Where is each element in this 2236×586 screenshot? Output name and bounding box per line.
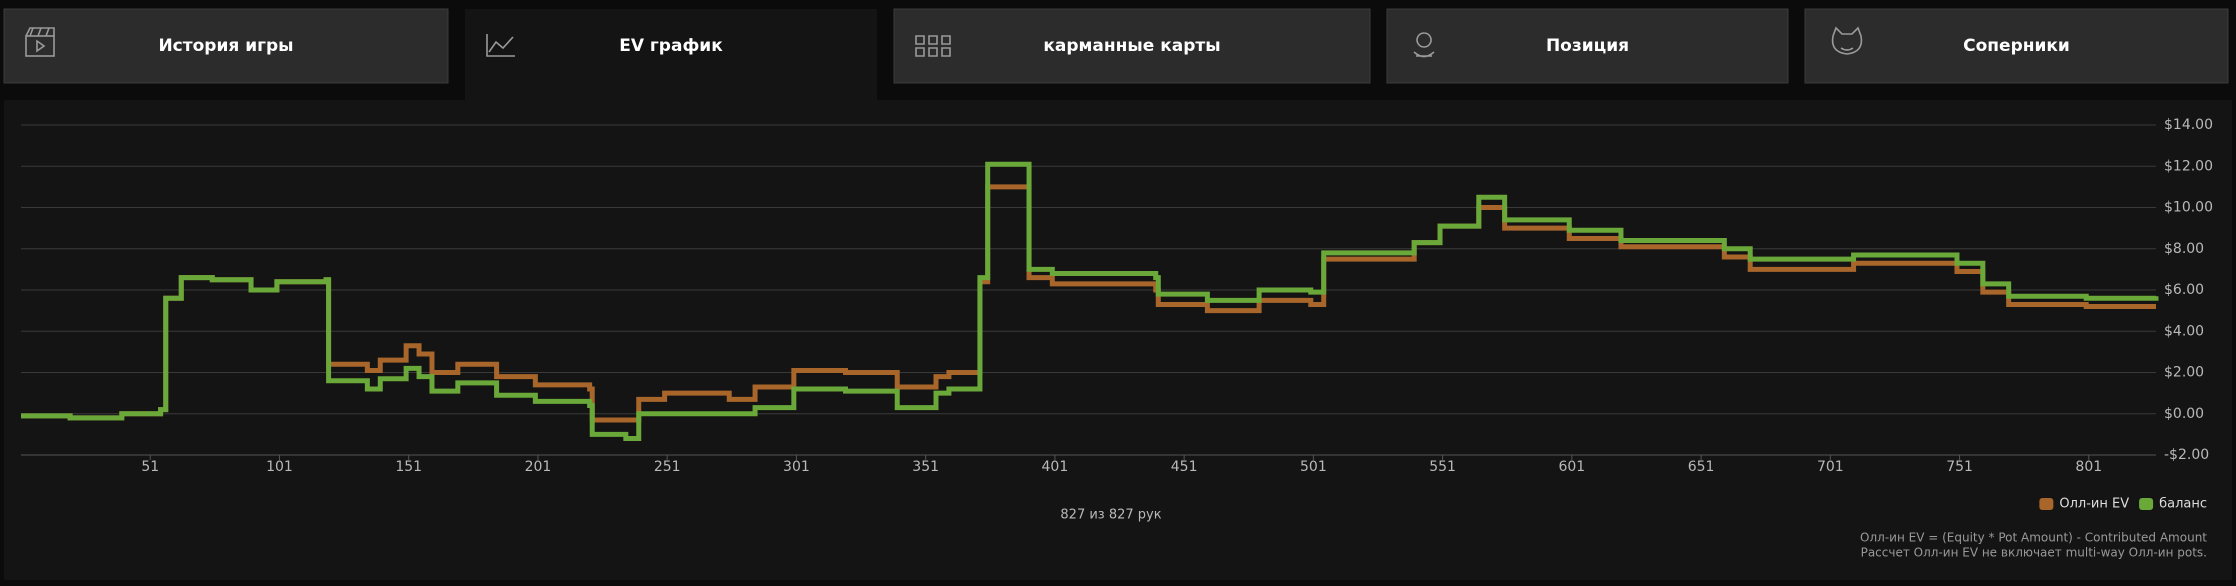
tab[interactable] <box>465 9 877 100</box>
hand-counter: 827 из 827 рук <box>1060 508 1161 523</box>
y-tick-label: $6.00 <box>2164 282 2204 298</box>
y-tick-label: $10.00 <box>2164 200 2213 216</box>
note: Олл-ин EV = (Equity * Pot Amount) - Cont… <box>1860 531 2207 545</box>
x-tick-label: 251 <box>654 459 681 475</box>
tab-label[interactable]: История игры <box>158 36 293 56</box>
y-tick-label: $14.00 <box>2164 117 2213 133</box>
icon-cards <box>915 35 951 57</box>
x-tick-label: 651 <box>1688 459 1715 475</box>
tab-label[interactable]: Соперники <box>1963 36 2070 56</box>
tab[interactable] <box>1386 8 1789 84</box>
x-tick-label: 301 <box>783 459 810 475</box>
x-tick-label: 701 <box>1817 459 1844 475</box>
x-tick-label: 201 <box>525 459 552 475</box>
tab[interactable] <box>893 8 1371 84</box>
note: Рассчет Олл-ин EV не включает multi-way … <box>1861 546 2207 560</box>
icon-position <box>1413 32 1435 58</box>
tab-icons <box>25 26 1863 58</box>
y-tick-label: $4.00 <box>2164 323 2204 339</box>
tab[interactable] <box>1804 8 2229 84</box>
y-tick-label: -$2.00 <box>2164 447 2209 463</box>
x-tick-label: 451 <box>1171 459 1198 475</box>
legend-label[interactable]: Олл-ин EV <box>2059 497 2129 512</box>
icon-chart <box>486 34 515 57</box>
x-tick-label: 501 <box>1300 459 1327 475</box>
y-tick-label: $0.00 <box>2164 406 2204 422</box>
chart: -$2.00 $0.00 $2.00 $4.00 $6.00 $8.00 $10.00 $12… <box>21 117 2213 560</box>
tab-label[interactable]: карманные карты <box>1043 36 1220 56</box>
x-tick-label: 351 <box>912 459 939 475</box>
y-tick-label: $2.00 <box>2164 365 2204 381</box>
x-tick-label: 151 <box>395 459 422 475</box>
x-tick-label: 601 <box>1558 459 1585 475</box>
chart-panel <box>4 100 2232 580</box>
x-tick-label: 401 <box>1042 459 1069 475</box>
icon-video <box>25 35 55 57</box>
x-tick-label: 751 <box>1946 459 1973 475</box>
legend-swatch[interactable] <box>2139 498 2154 510</box>
legend-swatch[interactable] <box>2039 498 2054 510</box>
series-line <box>21 161 2159 441</box>
y-tick-label: $12.00 <box>2164 158 2213 174</box>
x-tick-label: 551 <box>1429 459 1456 475</box>
legend-label[interactable]: баланс <box>2159 497 2207 512</box>
tab-label[interactable]: EV график <box>619 36 723 56</box>
tab[interactable] <box>3 8 449 84</box>
tab-bar: История игры EV график карманные карты Пози… <box>3 8 2229 100</box>
tab-label[interactable]: Позиция <box>1546 36 1629 56</box>
x-tick-label: 801 <box>2075 459 2102 475</box>
y-tick-label: $8.00 <box>2164 241 2204 257</box>
x-tick-label: 101 <box>266 459 293 475</box>
icon-video-detail <box>25 27 55 53</box>
x-tick-label: 51 <box>141 459 159 475</box>
icon-opponents <box>1831 26 1863 55</box>
